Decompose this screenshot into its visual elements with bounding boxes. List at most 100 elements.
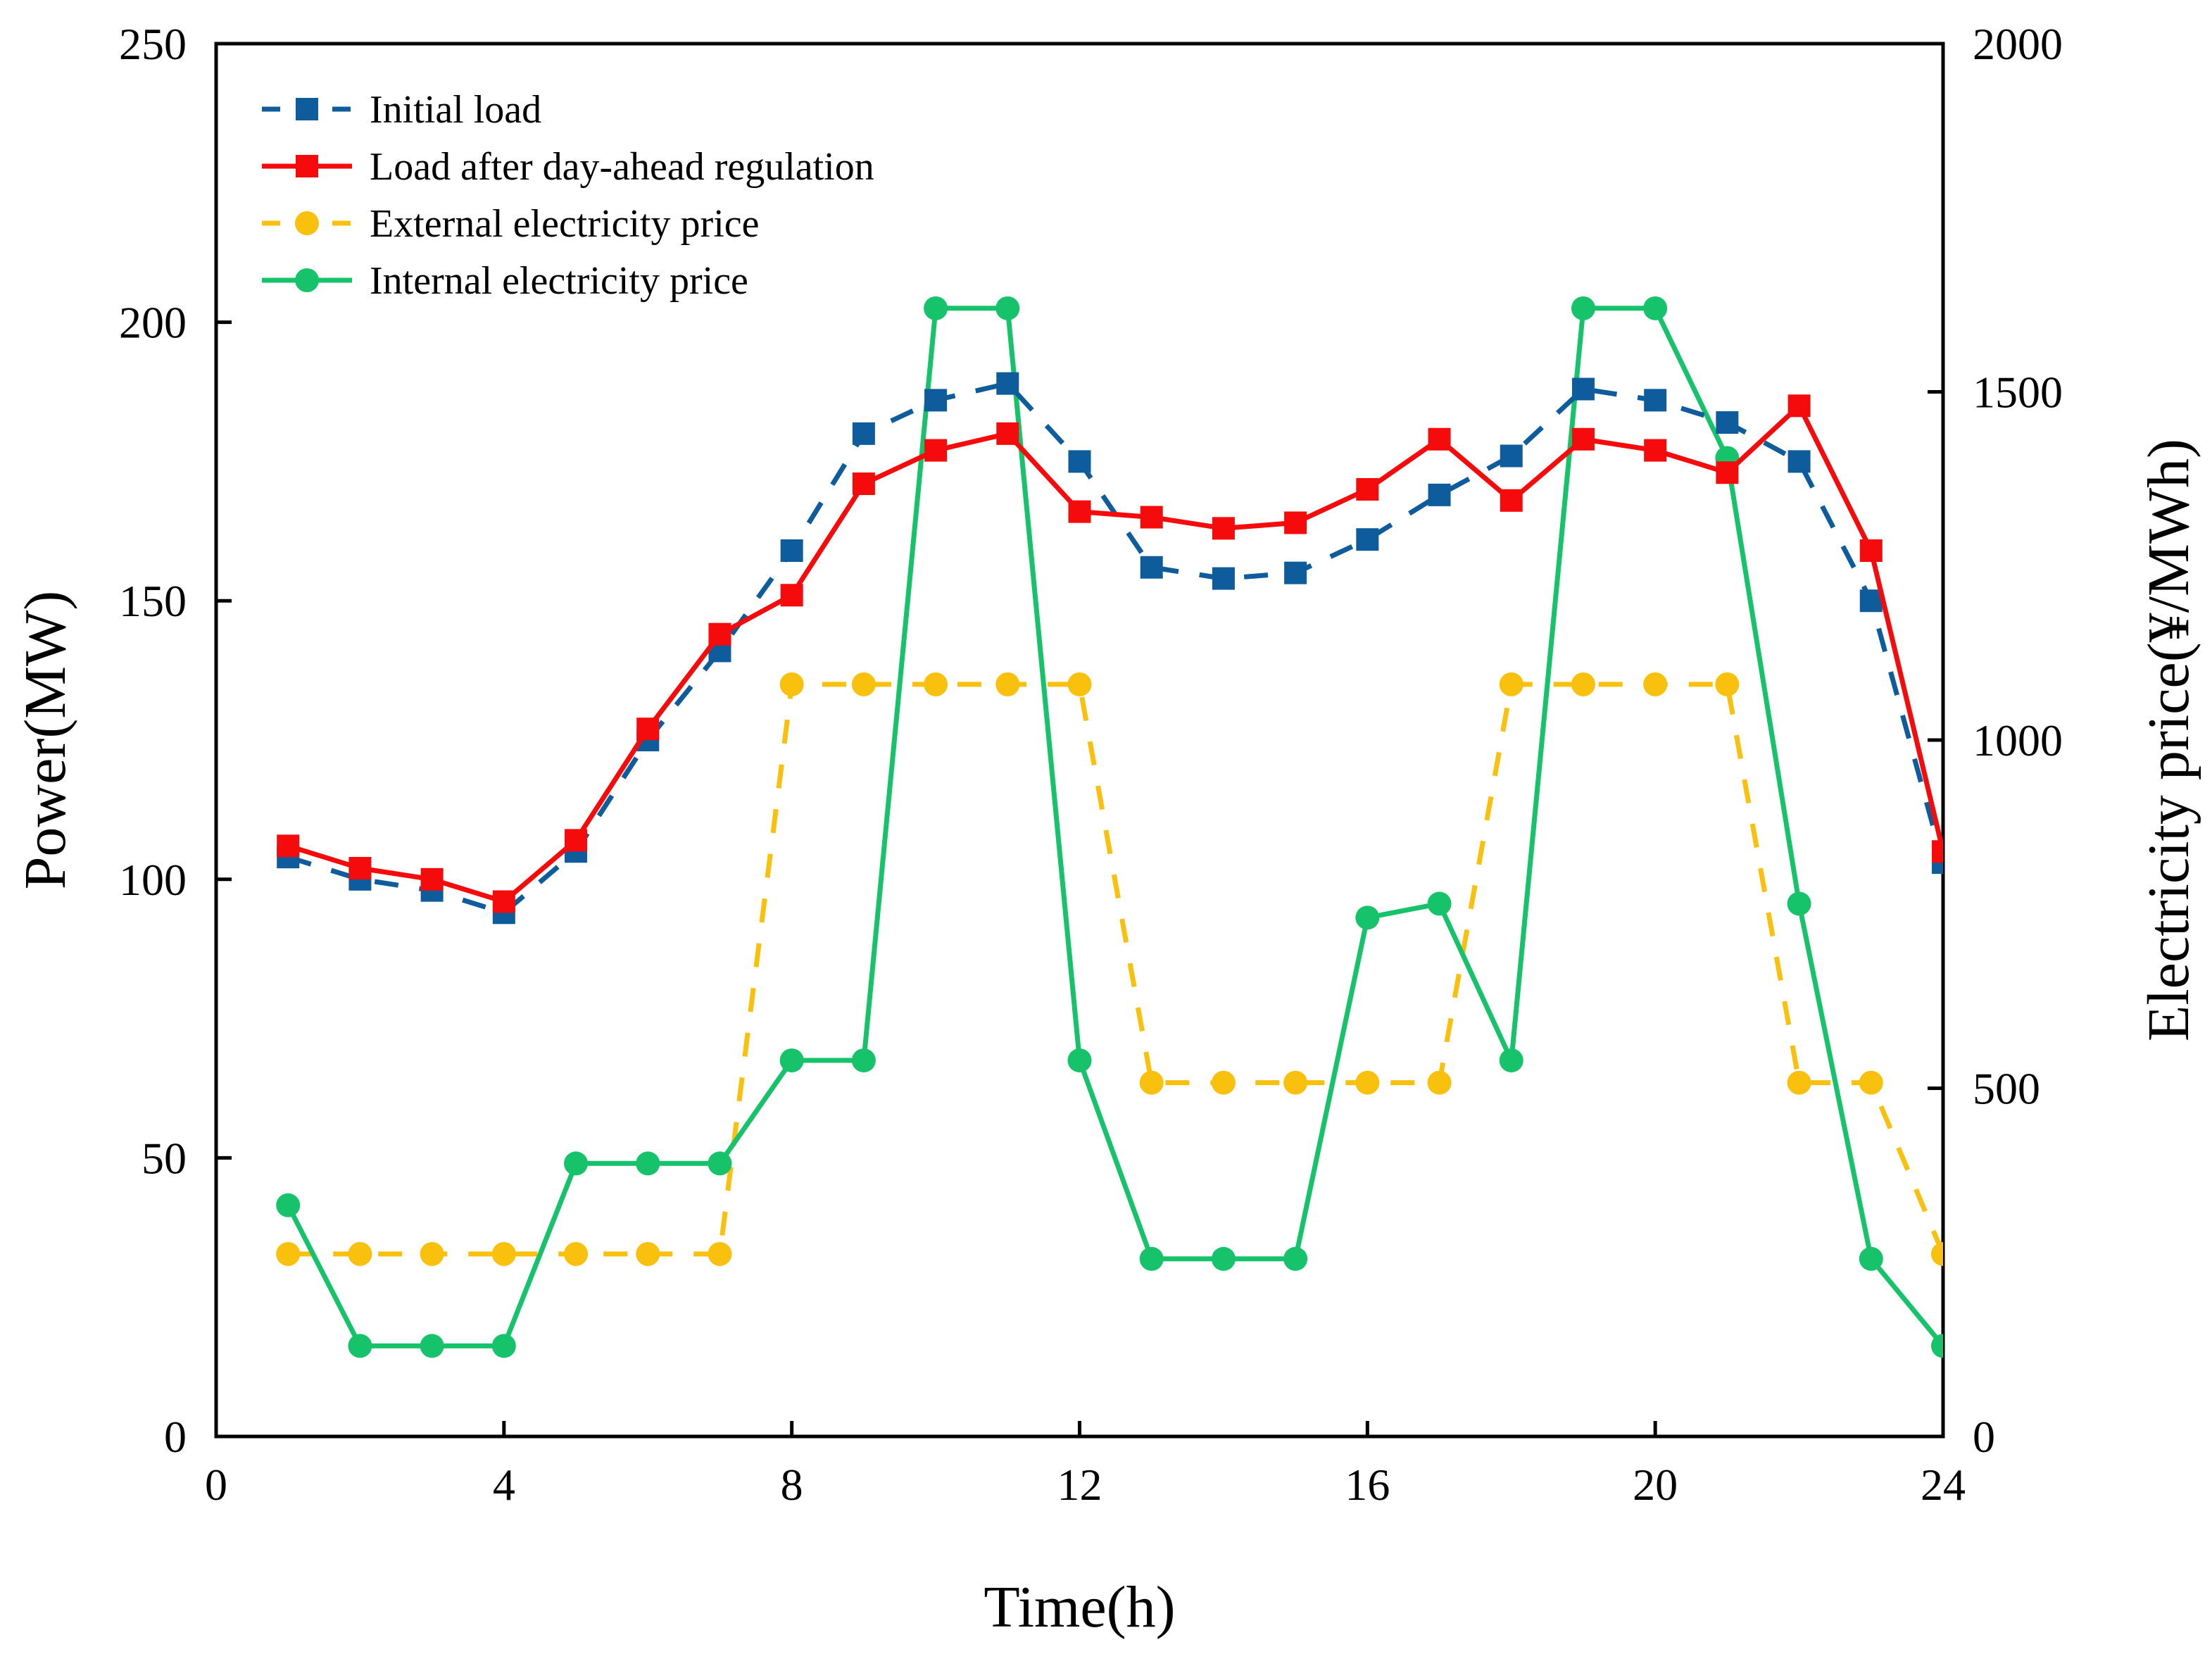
- data-point-load-after-day-ahead-regulation: [492, 890, 515, 913]
- data-point-internal-electricity-price: [564, 1151, 589, 1176]
- data-point-internal-electricity-price: [420, 1334, 444, 1358]
- data-point-external-electricity-price: [1283, 1070, 1308, 1095]
- y-left-tick-label: 250: [119, 19, 187, 69]
- data-point-internal-electricity-price: [1211, 1246, 1236, 1271]
- data-point-external-electricity-price: [924, 672, 948, 696]
- series-line-external-electricity-price: [288, 682, 1943, 1257]
- data-point-initial-load: [852, 422, 875, 445]
- plot-frame: [214, 42, 1945, 1439]
- data-point-internal-electricity-price: [1643, 296, 1668, 320]
- data-point-external-electricity-price: [1571, 672, 1595, 696]
- legend-label-1: Load after day-ahead regulation: [370, 145, 874, 189]
- data-point-load-after-day-ahead-regulation: [348, 856, 372, 879]
- x-tick-label: 16: [1345, 1460, 1390, 1510]
- series-line-internal-electricity-price: [286, 306, 1943, 1348]
- data-point-internal-electricity-price: [348, 1334, 372, 1358]
- data-point-load-after-day-ahead-regulation: [1140, 506, 1163, 529]
- data-point-initial-load: [1284, 561, 1307, 584]
- y-left-tick-label: 0: [164, 1412, 187, 1462]
- data-point-internal-electricity-price: [1859, 1246, 1883, 1271]
- y-left-axis-title: Power(MW): [13, 591, 78, 890]
- data-point-load-after-day-ahead-regulation: [1500, 489, 1523, 512]
- data-point-initial-load: [1859, 589, 1883, 613]
- data-point-internal-electricity-price: [708, 1151, 732, 1176]
- data-point-load-after-day-ahead-regulation: [1787, 394, 1811, 418]
- data-point-internal-electricity-price: [276, 1193, 301, 1217]
- data-point-load-after-day-ahead-regulation: [1428, 427, 1451, 451]
- data-point-external-electricity-price: [1211, 1070, 1236, 1095]
- data-point-external-electricity-price: [348, 1241, 372, 1266]
- data-point-load-after-day-ahead-regulation: [1859, 539, 1883, 562]
- data-point-load-after-day-ahead-regulation: [780, 584, 803, 607]
- data-point-external-electricity-price: [779, 672, 804, 696]
- data-point-external-electricity-price: [1643, 672, 1668, 696]
- data-point-external-electricity-price: [1499, 672, 1523, 696]
- x-axis-title: Time(h): [984, 1574, 1175, 1640]
- legend-marker-0: [296, 98, 318, 120]
- y-left-tick-label: 100: [119, 855, 187, 905]
- data-point-load-after-day-ahead-regulation: [1068, 500, 1091, 523]
- data-point-initial-load: [1212, 567, 1235, 590]
- data-point-load-after-day-ahead-regulation: [1356, 477, 1379, 501]
- data-point-internal-electricity-price: [1283, 1246, 1308, 1271]
- data-point-initial-load: [1356, 528, 1379, 551]
- legend-marker-2: [295, 211, 319, 235]
- data-point-load-after-day-ahead-regulation: [1212, 517, 1235, 540]
- data-point-initial-load: [1068, 450, 1091, 473]
- data-point-internal-electricity-price: [851, 1048, 876, 1072]
- data-point-internal-electricity-price: [1931, 1334, 1943, 1358]
- data-point-internal-electricity-price: [1571, 296, 1595, 320]
- data-point-initial-load: [924, 389, 948, 412]
- data-point-internal-electricity-price: [995, 296, 1020, 320]
- data-point-internal-electricity-price: [1427, 891, 1452, 916]
- data-point-load-after-day-ahead-regulation: [996, 422, 1019, 445]
- legend-label-0: Initial load: [370, 88, 541, 132]
- data-point-initial-load: [1428, 483, 1451, 506]
- series-line-load-after-day-ahead-regulation: [287, 403, 1943, 904]
- data-point-initial-load: [1571, 377, 1595, 401]
- legend-label-3: Internal electricity price: [370, 259, 748, 303]
- y-left-tick-label: 200: [119, 298, 187, 348]
- data-point-load-after-day-ahead-regulation: [924, 439, 948, 462]
- data-point-internal-electricity-price: [1499, 1048, 1523, 1072]
- data-point-internal-electricity-price: [636, 1151, 660, 1176]
- y-right-tick-label: 0: [1973, 1412, 1995, 1462]
- data-point-external-electricity-price: [851, 672, 876, 696]
- data-point-external-electricity-price: [1715, 672, 1740, 696]
- y-right-tick-label: 1500: [1973, 368, 2063, 418]
- x-tick-label: 8: [781, 1460, 803, 1510]
- data-point-external-electricity-price: [1787, 1070, 1811, 1095]
- legend-label-2: External electricity price: [370, 202, 759, 246]
- data-point-external-electricity-price: [1355, 1070, 1380, 1095]
- data-point-internal-electricity-price: [491, 1334, 516, 1358]
- legend-marker-3: [295, 268, 319, 292]
- data-point-load-after-day-ahead-regulation: [852, 472, 875, 496]
- y-right-axis-title: Electricity price(¥/MWh): [2136, 439, 2201, 1041]
- y-left-tick-label: 150: [119, 576, 187, 626]
- data-point-internal-electricity-price: [1067, 1048, 1092, 1072]
- data-point-external-electricity-price: [420, 1241, 444, 1266]
- x-tick-label: 0: [205, 1460, 227, 1510]
- data-point-internal-electricity-price: [924, 296, 948, 320]
- data-point-external-electricity-price: [636, 1241, 660, 1266]
- data-point-external-electricity-price: [276, 1241, 301, 1266]
- data-point-load-after-day-ahead-regulation: [1932, 840, 1943, 863]
- x-tick-label: 20: [1633, 1460, 1678, 1510]
- data-point-external-electricity-price: [1931, 1241, 1943, 1266]
- data-point-load-after-day-ahead-regulation: [708, 622, 731, 646]
- data-point-external-electricity-price: [491, 1241, 516, 1266]
- data-point-external-electricity-price: [564, 1241, 589, 1266]
- y-left-tick-label: 50: [142, 1133, 187, 1183]
- data-point-initial-load: [996, 372, 1019, 395]
- data-point-initial-load: [1140, 556, 1163, 579]
- x-tick-label: 4: [493, 1460, 515, 1510]
- data-point-external-electricity-price: [1139, 1070, 1164, 1095]
- y-right-tick-label: 500: [1973, 1064, 2040, 1114]
- data-point-external-electricity-price: [1067, 672, 1092, 696]
- data-point-initial-load: [780, 539, 803, 562]
- legend-marker-1: [296, 155, 318, 177]
- data-point-initial-load: [1500, 444, 1523, 468]
- data-point-load-after-day-ahead-regulation: [1284, 511, 1307, 534]
- data-point-initial-load: [1787, 450, 1811, 473]
